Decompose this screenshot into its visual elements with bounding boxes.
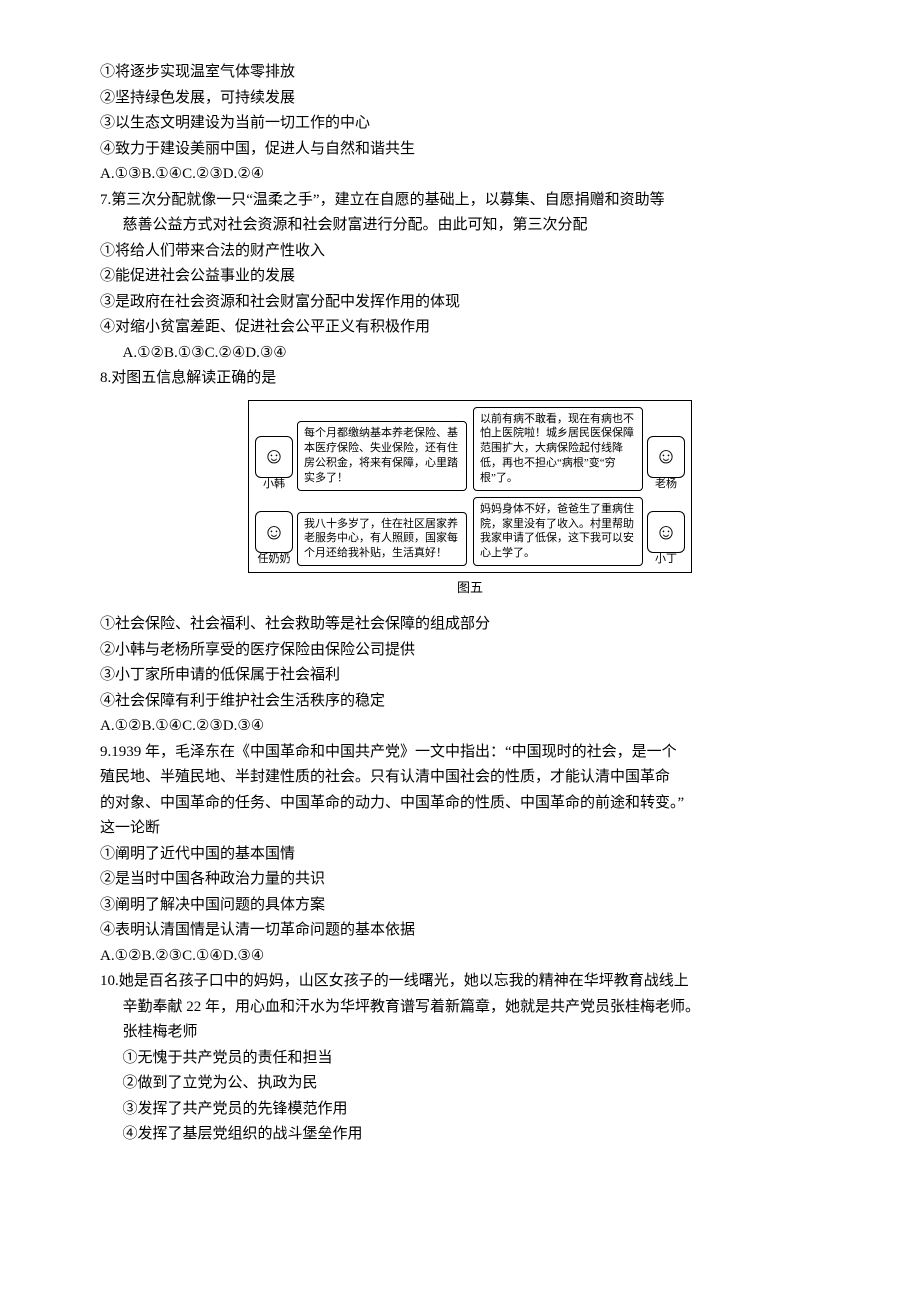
- figure-five: ☺ 小韩 每个月都缴纳基本养老保险、基本医疗保险、失业保险，还有住房公积金，将来…: [100, 400, 840, 574]
- q9-stem-l3: 的对象、中国革命的任务、中国革命的动力、中国革命的性质、中国革命的前途和转变。”: [100, 791, 840, 817]
- q9-stem-l1: 9.1939 年，毛泽东在《中国革命和中国共产党》一文中指出：“中国现时的社会，…: [100, 740, 840, 766]
- q9-stem-l2: 殖民地、半殖民地、半封建性质的社会。只有认清中国社会的性质，才能认清中国革命: [100, 765, 840, 791]
- q9-stem-l4: 这一论断: [100, 816, 840, 842]
- portrait-xiaohan: ☺ 小韩: [255, 436, 293, 491]
- q6-opt2: ②坚持绿色发展，可持续发展: [100, 86, 840, 112]
- q9-opt2: ②是当时中国各种政治力量的共识: [100, 867, 840, 893]
- q8-opt2: ②小韩与老杨所享受的医疗保险由保险公司提供: [100, 638, 840, 664]
- q7-stem-l1: 7.第三次分配就像一只“温柔之手”，建立在自愿的基础上，以募集、自愿捐赠和资助等: [100, 188, 840, 214]
- portrait-laoyang: ☺ 老杨: [647, 436, 685, 491]
- portrait-name: 小韩: [263, 478, 285, 491]
- q10-opt2: ②做到了立党为公、执政为民: [100, 1071, 840, 1097]
- q9-opt4: ④表明认清国情是认清一切革命问题的基本依据: [100, 918, 840, 944]
- q10-stem-l2: 辛勤奉献 22 年，用心血和汗水为华坪教育谱写着新篇章，她就是共产党员张桂梅老师…: [100, 995, 840, 1021]
- q9-opt1: ①阐明了近代中国的基本国情: [100, 842, 840, 868]
- avatar-icon: ☺: [647, 511, 685, 553]
- bubble-rennainai: 我八十多岁了，住在社区居家养老服务中心，有人照顾，国家每个月还给我补贴，生活真好…: [297, 512, 467, 567]
- q10-stem-l3: 张桂梅老师: [100, 1020, 840, 1046]
- q10-opt3: ③发挥了共产党员的先锋模范作用: [100, 1097, 840, 1123]
- fig-cell-laoyang: ☺ 老杨 以前有病不敢看，现在有病也不怕上医院啦！城乡居民医保保障范围扩大，大病…: [473, 407, 685, 491]
- figure-caption: 图五: [100, 577, 840, 599]
- q6-opt3: ③以生态文明建设为当前一切工作的中心: [100, 111, 840, 137]
- q8-opt1: ①社会保险、社会福利、社会救助等是社会保障的组成部分: [100, 612, 840, 638]
- q8-opt4: ④社会保障有利于维护社会生活秩序的稳定: [100, 689, 840, 715]
- avatar-icon: ☺: [647, 436, 685, 478]
- q7-stem-l2: 慈善公益方式对社会资源和社会财富进行分配。由此可知，第三次分配: [100, 213, 840, 239]
- q7-opt2: ②能促进社会公益事业的发展: [100, 264, 840, 290]
- q10-opt4: ④发挥了基层党组织的战斗堡垒作用: [100, 1122, 840, 1148]
- portrait-name: 任奶奶: [258, 553, 291, 566]
- fig-cell-rennainai: ☺ 任奶奶 我八十多岁了，住在社区居家养老服务中心，有人照顾，国家每个月还给我补…: [255, 497, 467, 566]
- q10-stem-l1: 10.她是百名孩子口中的妈妈，山区女孩子的一线曙光，她以忘我的精神在华坪教育战线…: [100, 969, 840, 995]
- portrait-rennainai: ☺ 任奶奶: [255, 511, 293, 566]
- q6-opt1: ①将逐步实现温室气体零排放: [100, 60, 840, 86]
- portrait-name: 老杨: [655, 478, 677, 491]
- q7-opt1: ①将给人们带来合法的财产性收入: [100, 239, 840, 265]
- q7-choices: A.①②B.①③C.②④D.③④: [100, 341, 840, 367]
- q6-choices: A.①③B.①④C.②③D.②④: [100, 162, 840, 188]
- q9-opt3: ③阐明了解决中国问题的具体方案: [100, 893, 840, 919]
- fig-cell-xiaohan: ☺ 小韩 每个月都缴纳基本养老保险、基本医疗保险、失业保险，还有住房公积金，将来…: [255, 407, 467, 491]
- bubble-xiaohan: 每个月都缴纳基本养老保险、基本医疗保险、失业保险，还有住房公积金，将来有保障，心…: [297, 421, 467, 490]
- portrait-name: 小丁: [655, 553, 677, 566]
- portrait-xiaoding: ☺ 小丁: [647, 511, 685, 566]
- avatar-icon: ☺: [255, 436, 293, 478]
- q7-opt4: ④对缩小贫富差距、促进社会公平正义有积极作用: [100, 315, 840, 341]
- q9-choices: A.①②B.②③C.①④D.③④: [100, 944, 840, 970]
- q8-opt3: ③小丁家所申请的低保属于社会福利: [100, 663, 840, 689]
- fig-cell-xiaoding: ☺ 小丁 妈妈身体不好，爸爸生了重病住院，家里没有了收入。村里帮助我家申请了低保…: [473, 497, 685, 566]
- figure-box: ☺ 小韩 每个月都缴纳基本养老保险、基本医疗保险、失业保险，还有住房公积金，将来…: [248, 400, 692, 574]
- bubble-xiaoding: 妈妈身体不好，爸爸生了重病住院，家里没有了收入。村里帮助我家申请了低保，这下我可…: [473, 497, 643, 566]
- q8-choices: A.①②B.①④C.②③D.③④: [100, 714, 840, 740]
- q8-stem: 8.对图五信息解读正确的是: [100, 366, 840, 392]
- q7-opt3: ③是政府在社会资源和社会财富分配中发挥作用的体现: [100, 290, 840, 316]
- q10-opt1: ①无愧于共产党员的责任和担当: [100, 1046, 840, 1072]
- bubble-laoyang: 以前有病不敢看，现在有病也不怕上医院啦！城乡居民医保保障范围扩大，大病保险起付线…: [473, 407, 643, 491]
- q6-opt4: ④致力于建设美丽中国，促进人与自然和谐共生: [100, 137, 840, 163]
- avatar-icon: ☺: [255, 511, 293, 553]
